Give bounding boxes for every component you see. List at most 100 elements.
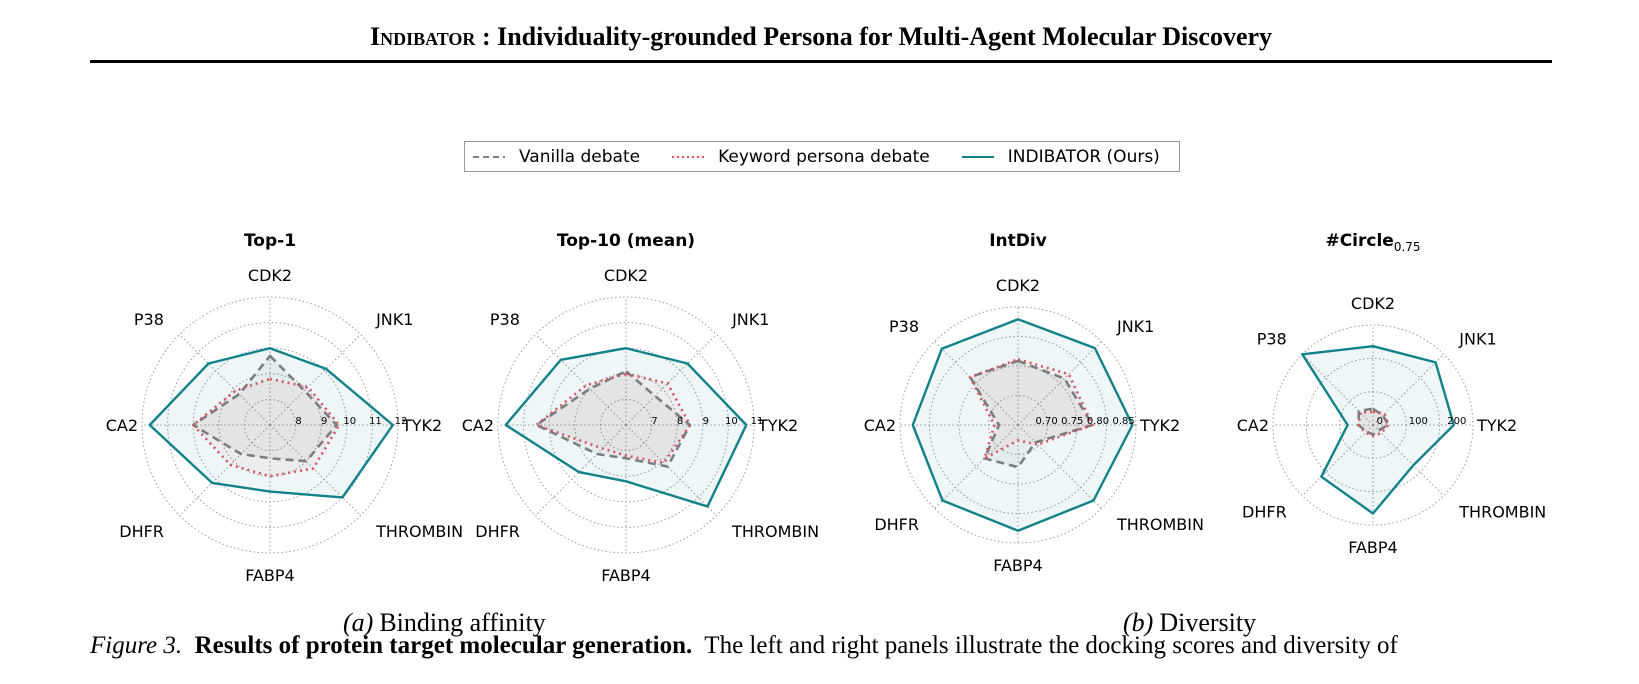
axis-label-p38: P38 (1257, 330, 1287, 349)
axis-label-ca2: CA2 (462, 416, 494, 435)
radial-tick-label: 11 (369, 416, 382, 427)
grid-ring (497, 296, 755, 554)
axis-label-thrombin: THROMBIN (731, 522, 819, 541)
radial-tick-label: 7 (651, 416, 657, 427)
axis-label-jnk1: JNK1 (375, 310, 413, 329)
axis-label-jnk1: JNK1 (1116, 317, 1154, 336)
radial-tick-label: 8 (677, 416, 683, 427)
grid-spoke (179, 334, 271, 426)
axis-label-p38: P38 (889, 317, 919, 336)
axis-label-cdk2: CDK2 (248, 266, 292, 285)
subcaption-a: (a) Binding affinity (343, 608, 546, 638)
grid-ring (599, 398, 653, 452)
axis-label-thrombin: THROMBIN (1458, 502, 1546, 521)
grid-ring (167, 322, 373, 528)
grid-spoke (1301, 424, 1374, 497)
radial-tick-label: 10 (343, 416, 356, 427)
chart-legend: Vanilla debate Keyword persona debate IN… (464, 141, 1180, 172)
grid-spoke (1372, 353, 1445, 426)
legend-label: INDIBATOR (Ours) (1007, 146, 1160, 167)
figure-caption-bold: Results of protein target molecular gene… (194, 632, 693, 659)
legend-label: Vanilla debate (519, 146, 641, 167)
legend-item-vanilla: Vanilla debate (473, 147, 640, 167)
grid-ring (141, 296, 399, 554)
grid-ring (899, 306, 1137, 544)
series-keyword-polygon (191, 377, 341, 478)
axis-label-dhfr: DHFR (874, 515, 919, 534)
axis-label-thrombin: THROMBIN (1116, 515, 1204, 534)
chart-title: Top-10 (mean) (557, 231, 695, 251)
header-rule (90, 60, 1552, 63)
radial-tick-label: 9 (703, 416, 709, 427)
subcaption-text: Binding affinity (379, 608, 546, 637)
axis-label-fabp4: FABP4 (245, 566, 294, 585)
series-indibator-polygon (148, 347, 395, 499)
axis-label-dhfr: DHFR (1242, 502, 1287, 521)
axis-label-ca2: CA2 (1237, 416, 1269, 435)
radial-tick-label: 8 (295, 416, 301, 427)
grid-spoke (535, 424, 627, 516)
legend-swatch-solid (961, 155, 994, 158)
grid-spoke (625, 424, 717, 516)
axis-label-fabp4: FABP4 (601, 566, 650, 585)
grid-ring (1272, 324, 1474, 526)
grid-ring (218, 373, 322, 477)
series-vanilla-polygon (535, 369, 692, 468)
grid-spoke (269, 334, 361, 426)
header-smallcaps: Indibator (369, 22, 476, 51)
grid-spoke (1372, 424, 1445, 497)
grid-ring (1305, 357, 1441, 493)
subcaption-letter: (a) (343, 608, 374, 637)
radial-tick-label: 0.85 (1112, 416, 1134, 427)
legend-swatch-dashed (473, 155, 505, 158)
legend-item-keyword: Keyword persona debate (672, 147, 930, 167)
axis-label-tyk2: TYK2 (401, 416, 442, 435)
figure-caption-text: The left and right panels illustrate the… (704, 632, 1398, 659)
radial-tick-label: 200 (1447, 416, 1466, 427)
figure-caption: Figure 3. Results of protein target mole… (90, 632, 1570, 660)
chart-title: #Circle0.75 (1325, 231, 1420, 254)
radial-tick-label: 0.80 (1087, 416, 1109, 427)
series-vanilla-polygon (968, 359, 1094, 469)
radial-tick-label: 9 (321, 416, 327, 427)
legend-swatch-dotted (672, 155, 705, 158)
axis-label-p38: P38 (134, 310, 164, 329)
axis-label-cdk2: CDK2 (1351, 294, 1395, 313)
grid-ring (243, 398, 297, 452)
series-indibator-polygon (1301, 345, 1456, 515)
grid-spoke (625, 334, 717, 426)
legend-item-indibator: INDIBATOR (Ours) (961, 146, 1160, 167)
subcaption-letter: (b) (1123, 608, 1154, 637)
axis-label-dhfr: DHFR (119, 522, 164, 541)
series-indibator-polygon (911, 318, 1134, 532)
axis-label-dhfr: DHFR (475, 522, 520, 541)
radial-tick-label: 100 (1409, 416, 1428, 427)
axis-label-jnk1: JNK1 (731, 310, 769, 329)
axis-label-ca2: CA2 (106, 416, 138, 435)
axis-label-thrombin: THROMBIN (375, 522, 463, 541)
axis-label-cdk2: CDK2 (604, 266, 648, 285)
chart-title: Top-1 (244, 231, 296, 251)
series-keyword-polygon (1357, 410, 1390, 438)
grid-spoke (269, 424, 361, 516)
radial-tick-label: 0.75 (1061, 416, 1083, 427)
axis-label-ca2: CA2 (864, 416, 896, 435)
header-rest: : Individuality-grounded Persona for Mul… (475, 22, 1273, 51)
axis-label-tyk2: TYK2 (757, 416, 798, 435)
series-keyword-polygon (535, 372, 692, 465)
radial-tick-label: 0.70 (1036, 416, 1058, 427)
figure-label: Figure 3. (90, 632, 183, 659)
paper-running-header: Indibator : Individuality-grounded Perso… (90, 22, 1552, 52)
radial-tick-label: 12 (395, 416, 408, 427)
series-indibator-polygon (504, 347, 748, 508)
axis-label-jnk1: JNK1 (1458, 330, 1496, 349)
radial-tick-label: 11 (751, 416, 764, 427)
axis-label-fabp4: FABP4 (1348, 538, 1397, 557)
grid-ring (958, 365, 1078, 485)
grid-ring (523, 322, 729, 528)
series-keyword-polygon (968, 357, 1094, 460)
axis-label-tyk2: TYK2 (1139, 416, 1180, 435)
axis-label-p38: P38 (490, 310, 520, 329)
axis-label-fabp4: FABP4 (993, 556, 1042, 575)
